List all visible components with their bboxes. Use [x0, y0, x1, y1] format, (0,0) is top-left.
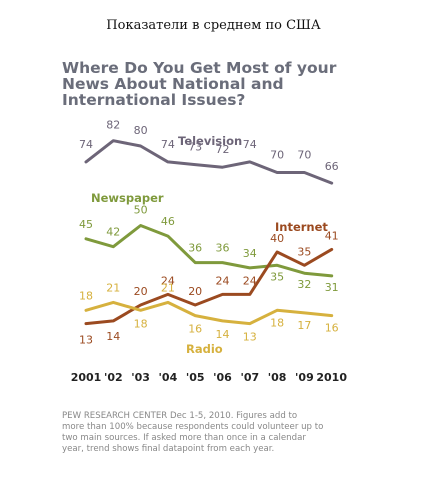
- data-label: 18: [79, 289, 93, 302]
- x-tick-label: 2001: [71, 371, 102, 384]
- data-label: 46: [161, 215, 175, 228]
- data-label: 34: [243, 247, 257, 260]
- chart-title: Where Do You Get Most of your News About…: [62, 60, 382, 108]
- data-label: 24: [161, 274, 175, 287]
- data-label: 32: [297, 278, 311, 291]
- x-tick-label: '02: [104, 371, 123, 384]
- series-line-newspaper: [84, 224, 334, 278]
- chart-title-line: International Issues?: [62, 91, 246, 109]
- data-label: 74: [161, 138, 175, 151]
- series-name-television: Television: [178, 134, 242, 148]
- data-label: 72: [216, 143, 230, 156]
- series-name-newspaper: Newspaper: [91, 191, 164, 205]
- data-label: 13: [243, 331, 257, 344]
- data-label: 31: [325, 281, 339, 294]
- chart-title-line: News About National and: [62, 75, 284, 93]
- data-label: 18: [134, 317, 148, 330]
- data-label: 14: [216, 328, 230, 341]
- x-tick-label: '03: [131, 371, 150, 384]
- data-label: 24: [243, 274, 257, 287]
- data-label: 20: [188, 285, 202, 298]
- data-label: 36: [216, 242, 230, 255]
- data-label: 18: [270, 316, 284, 329]
- source-note-line: PEW RESEARCH CENTER Dec 1-5, 2010. Figur…: [62, 411, 298, 421]
- data-label: 73: [188, 141, 202, 154]
- data-label: 40: [270, 232, 284, 245]
- data-label: 42: [106, 226, 120, 239]
- data-label: 41: [325, 229, 339, 242]
- x-tick-label: '05: [186, 371, 205, 384]
- x-tick-label: '06: [213, 371, 232, 384]
- series-line-radio: [84, 300, 334, 326]
- data-label: 82: [106, 119, 120, 132]
- series-line-internet: [84, 247, 334, 326]
- source-note-line: year, trend shows final datapoint from e…: [62, 444, 275, 454]
- source-note-line: two main sources. If asked more than onc…: [62, 433, 306, 443]
- data-label: 35: [297, 245, 311, 258]
- data-label: 17: [297, 319, 311, 332]
- data-label: 70: [270, 149, 284, 162]
- data-label: 36: [188, 242, 202, 255]
- data-label: 50: [134, 204, 148, 217]
- data-label: 21: [161, 281, 175, 294]
- data-label: 16: [188, 323, 202, 336]
- series-line-television: [84, 139, 334, 185]
- data-label: 45: [79, 218, 93, 231]
- source-note-line: more than 100% because respondents could…: [62, 422, 324, 432]
- data-label: 74: [243, 138, 257, 151]
- data-label: 70: [297, 149, 311, 162]
- data-label: 80: [134, 124, 148, 137]
- x-tick-label: '07: [240, 371, 259, 384]
- data-label: 35: [270, 270, 284, 283]
- data-label: 21: [106, 281, 120, 294]
- series-name-internet: Internet: [275, 220, 328, 234]
- x-tick-label: '04: [159, 371, 178, 384]
- data-label: 13: [79, 334, 93, 347]
- source-note: PEW RESEARCH CENTER Dec 1-5, 2010. Figur…: [62, 411, 362, 455]
- series-name-radio: Radio: [186, 342, 223, 356]
- data-label: 24: [216, 274, 230, 287]
- chart-title-line: Where Do You Get Most of your: [62, 59, 337, 77]
- x-tick-label: '08: [268, 371, 287, 384]
- data-label: 20: [134, 285, 148, 298]
- data-label: 14: [106, 330, 120, 343]
- x-tick-label: '09: [295, 371, 314, 384]
- page-header: Показатели в среднем по США: [106, 18, 321, 33]
- data-label: 66: [325, 160, 339, 173]
- data-label: 74: [79, 138, 93, 151]
- x-tick-label: 2010: [316, 371, 347, 384]
- data-label: 16: [325, 322, 339, 335]
